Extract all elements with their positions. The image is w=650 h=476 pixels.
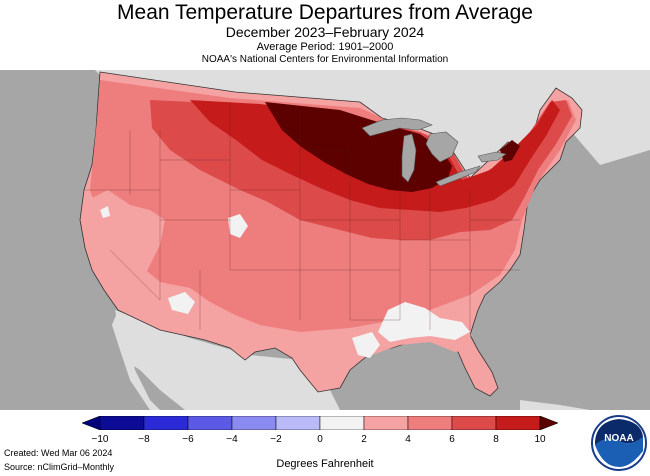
legend-tick-label: 4 [405,434,411,445]
region-plus-0-2-arizona [168,292,195,314]
legend-tick-label: −10 [91,434,109,445]
legend-tick-label: 10 [534,434,546,445]
lake-ontario [477,151,507,163]
map-svg [0,70,650,410]
legend-color-cell [231,416,277,430]
map-subtitle: December 2023–February 2024 [225,24,425,40]
legend-color-cell [451,416,497,430]
temperature-map [0,70,650,410]
created-date: Created: Wed Mar 06 2024 [4,448,113,458]
legend-tick-label: 8 [493,434,499,445]
caribbean-land [520,400,590,410]
legend-color-cell [495,416,541,430]
logo-text: NOAA [604,433,633,444]
data-source-line: NOAA's National Centers for Environmenta… [201,54,449,65]
region-plus-2-4-west [88,190,165,300]
baja-land [112,310,160,410]
region-plus-0-2-nevada [100,206,110,218]
canada-land [95,70,650,180]
region-plus-2-4-southwest [135,302,235,342]
legend-arrow-low [82,416,101,430]
legend-color-cell [187,416,233,430]
legend-color-cell [363,416,409,430]
legend-arrow-high [539,416,558,430]
legend-color-cell [143,416,189,430]
lake-michigan [401,133,417,183]
legend-color-cell [99,416,145,430]
legend-tick-label: −8 [138,434,150,445]
lake-huron [425,131,459,163]
region-plus-10-northeast [500,140,520,162]
legend-tick-label: −4 [226,434,238,445]
region-plus-0-2-texas-coast [352,332,380,358]
map-title: Mean Temperature Departures from Average [117,1,533,24]
lake-superior [361,117,433,137]
legend-color-cell [407,416,453,430]
legend-tick-label: 2 [361,434,367,445]
state-boundaries [85,102,520,330]
average-period: Average Period: 1901–2000 [256,41,394,53]
legend-tick-label: 0 [317,434,323,445]
legend-colorbar [82,416,558,430]
lake-erie [435,165,481,187]
legend-tick-label: 6 [449,434,455,445]
noaa-logo-icon: NOAA [591,415,647,471]
mexico-land [115,310,340,410]
data-source-label: Source: nClimGrid–Monthly [4,462,115,472]
region-plus-0-2-colorado [228,214,248,238]
legend-tick-label: −2 [270,434,282,445]
legend-color-cell [275,416,321,430]
region-plus-0-2-southeast [378,302,470,342]
header: Mean Temperature Departures from Average… [0,0,650,66]
legend-color-cell [319,416,365,430]
region-plus-2-4-florida [470,350,496,392]
legend-tick-label: −6 [182,434,194,445]
legend-unit-label: Degrees Fahrenheit [276,458,374,470]
color-legend: −10 −8 −6 −4 −2 0 2 4 6 8 10 [82,416,558,452]
